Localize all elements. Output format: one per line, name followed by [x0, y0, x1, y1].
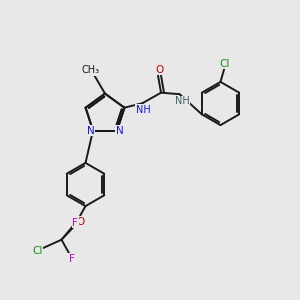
Text: O: O — [76, 217, 84, 227]
Text: N: N — [87, 125, 94, 136]
Text: Cl: Cl — [32, 246, 43, 256]
Text: Cl: Cl — [219, 59, 229, 69]
Text: CH₃: CH₃ — [82, 65, 100, 75]
Text: F: F — [69, 254, 75, 264]
Text: NH: NH — [175, 96, 189, 106]
Text: F: F — [72, 218, 78, 228]
Text: NH: NH — [136, 105, 151, 115]
Text: N: N — [116, 125, 123, 136]
Text: O: O — [155, 65, 164, 75]
